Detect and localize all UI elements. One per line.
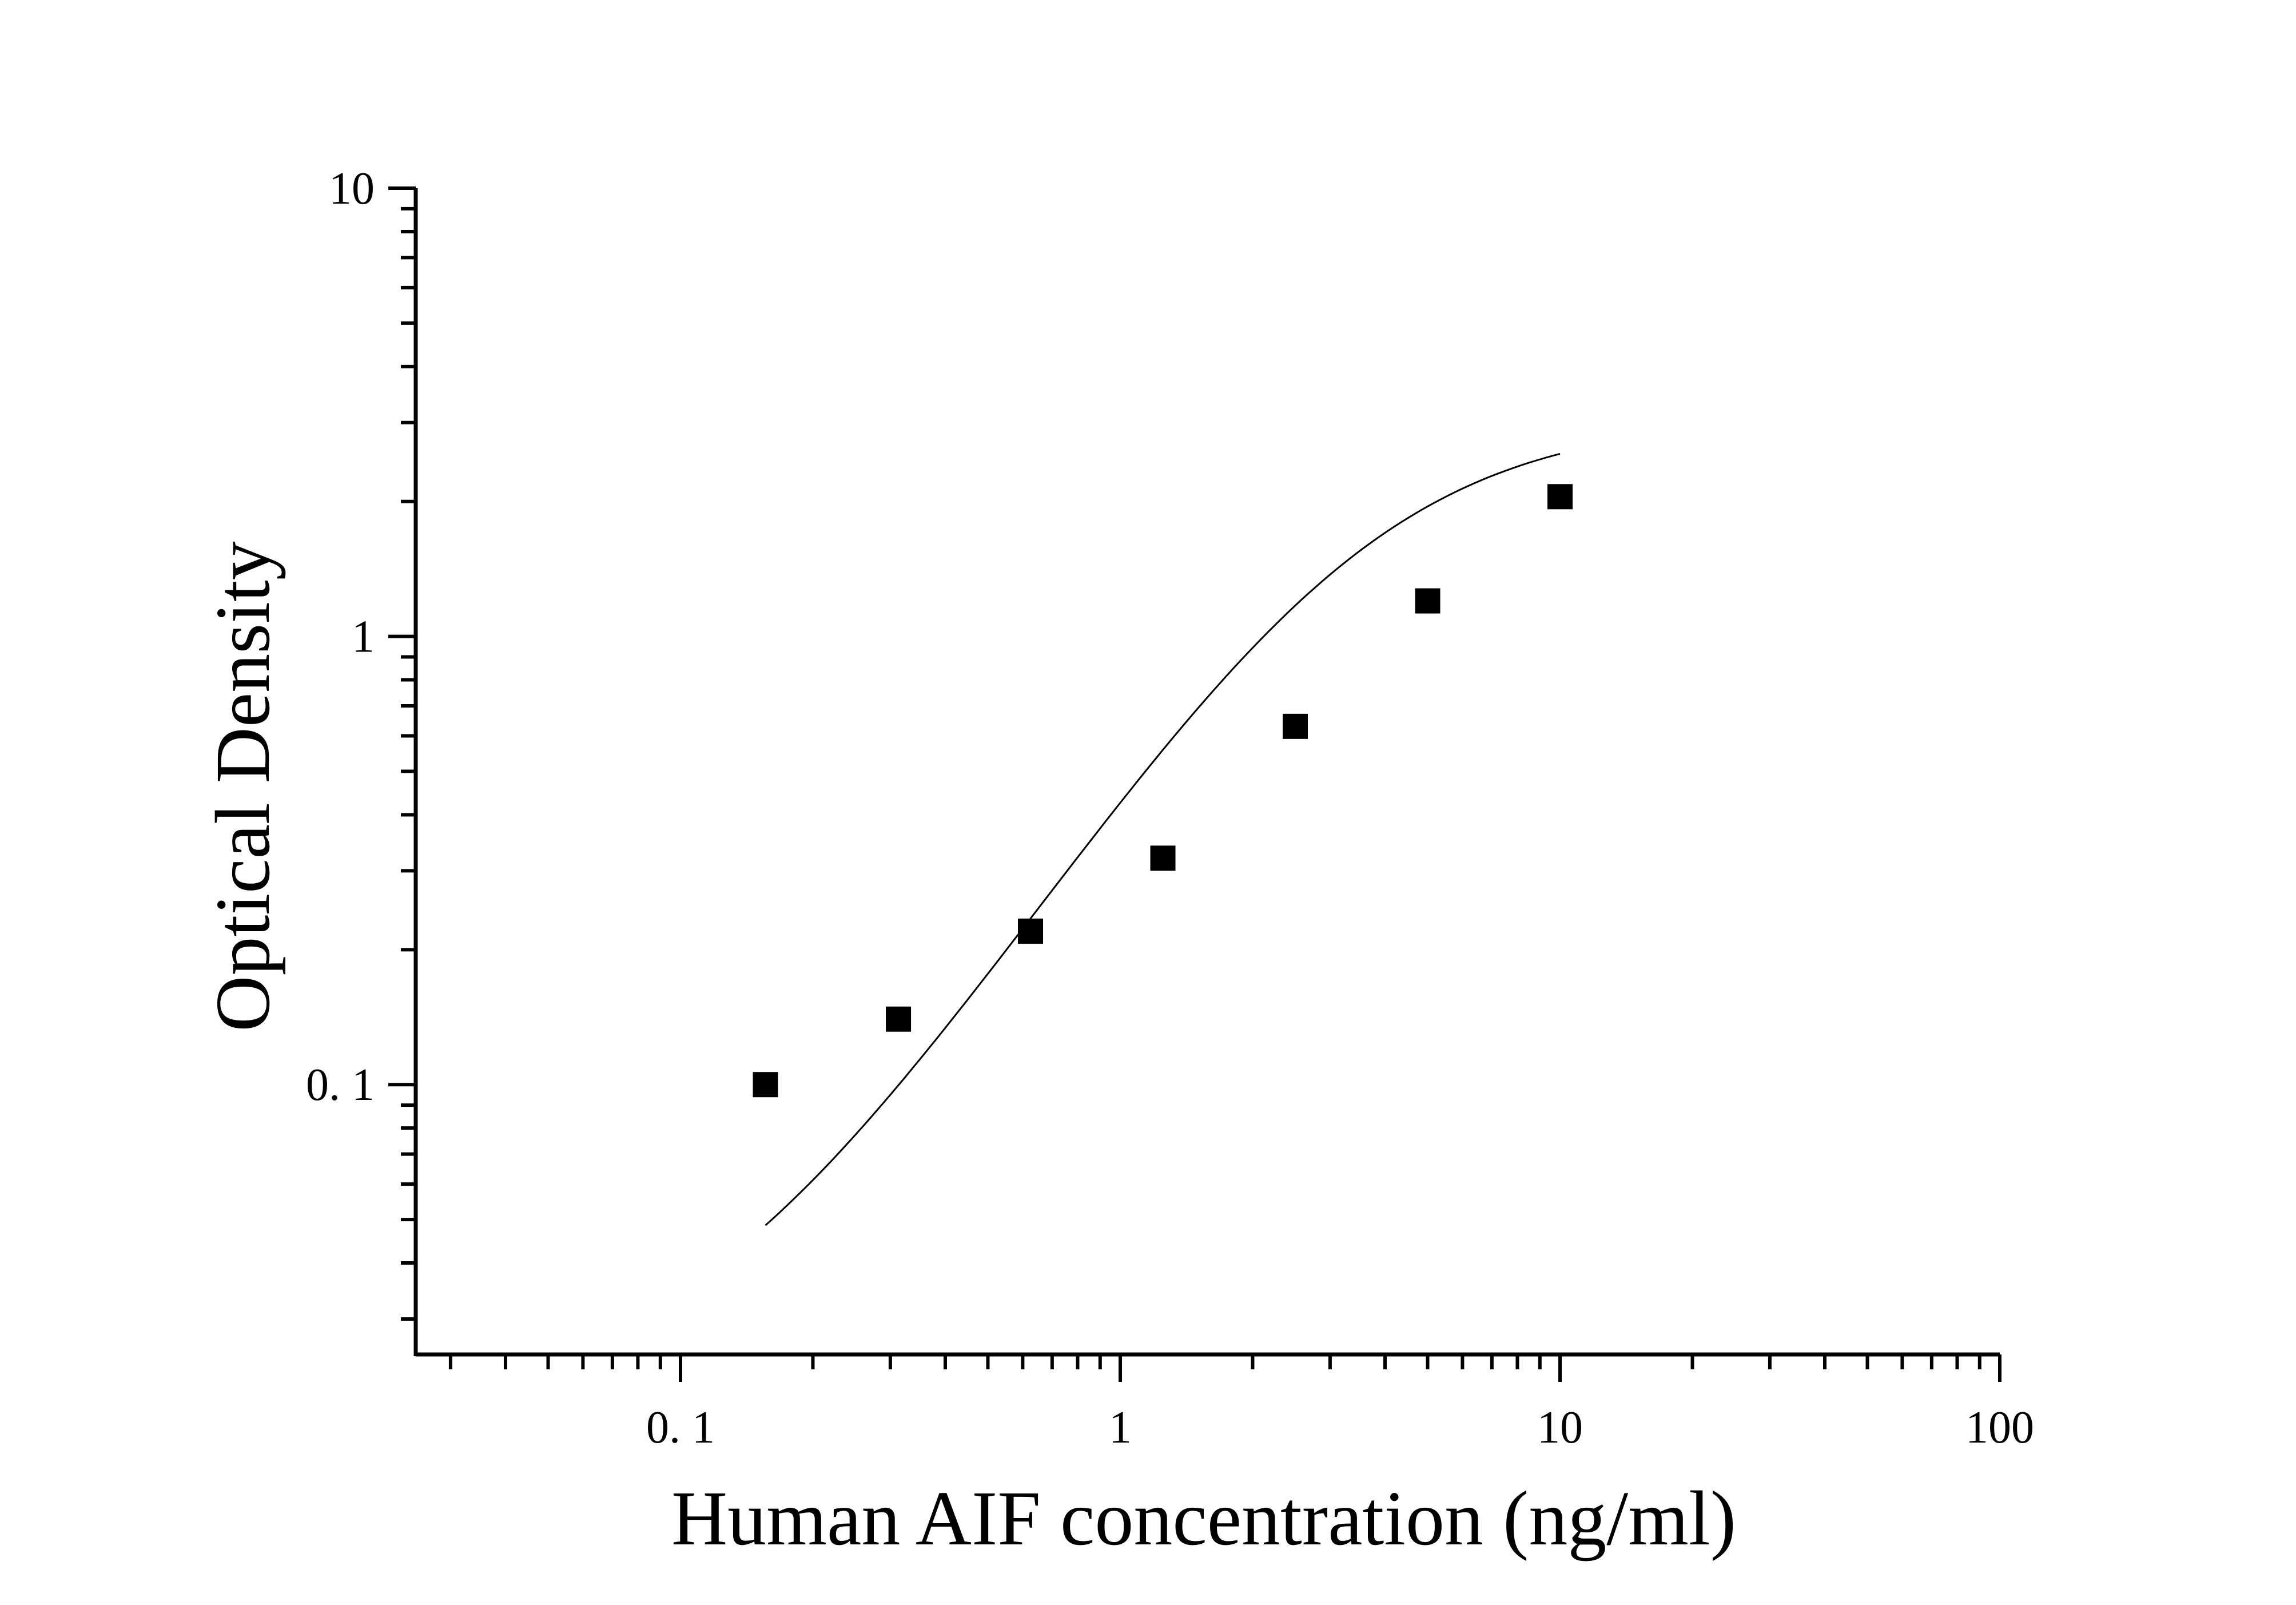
y-axis-title: Optical Density (200, 541, 286, 1031)
data-point (1415, 588, 1441, 614)
y-axis-ticks: 0. 1 1 10 (306, 164, 416, 1321)
axes (413, 188, 2000, 1357)
data-points (753, 484, 1573, 1098)
y-tick-label: 1 (352, 612, 375, 662)
data-point (1283, 713, 1308, 739)
data-point (753, 1072, 778, 1098)
data-point (886, 1006, 912, 1032)
x-axis-ticks: 0. 1 1 10 100 (448, 1354, 2034, 1453)
data-point (1018, 918, 1044, 944)
fit-curve (765, 452, 1561, 1226)
y-tick-label: 10 (329, 164, 375, 214)
x-tick-label: 1 (1109, 1403, 1132, 1453)
y-tick-label: 0. 1 (306, 1060, 375, 1110)
x-tick-label: 100 (1965, 1403, 2034, 1453)
x-tick-label: 10 (1537, 1403, 1583, 1453)
data-point (1150, 845, 1176, 871)
x-tick-label: 0. 1 (646, 1403, 715, 1453)
data-point (1547, 484, 1573, 510)
x-axis-title: Human AIF concentration (ng/ml) (671, 1476, 1736, 1562)
